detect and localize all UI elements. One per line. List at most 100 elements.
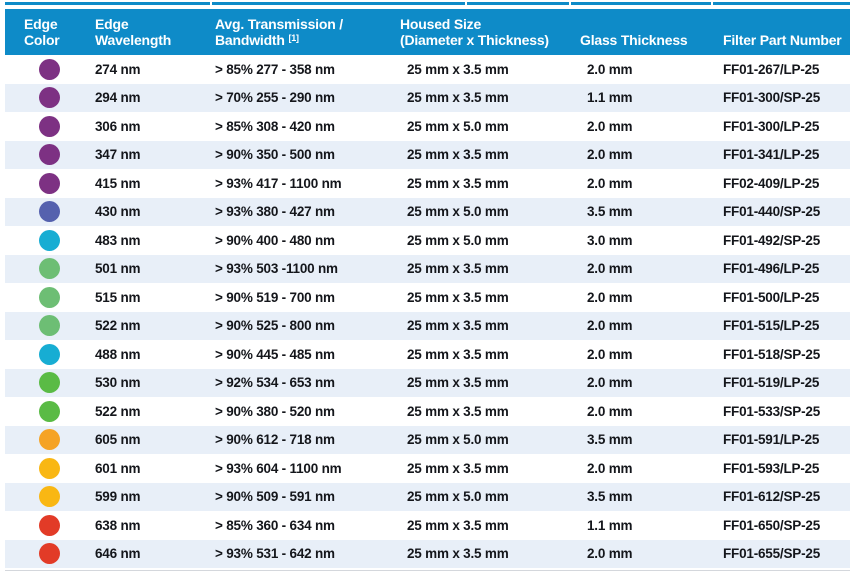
- edge-color-dot: [39, 486, 60, 508]
- housed-size-cell: 25 mm x 5.0 mm: [407, 489, 509, 505]
- housed-size-cell: 25 mm x 3.5 mm: [407, 175, 509, 191]
- filter-part-number-cell: FF01-533/SP-25: [723, 403, 820, 419]
- column-header-filter-part-number: Filter Part Number: [709, 9, 850, 55]
- edge-color-dot: [39, 400, 60, 422]
- table-row: 605 nm > 90% 612 - 718 nm 25 mm x 5.0 mm…: [5, 425, 850, 454]
- edge-color-dot: [39, 87, 60, 109]
- header-line: Edge: [95, 16, 129, 32]
- edge-color-cell: [5, 286, 83, 308]
- edge-color-cell: [5, 343, 83, 365]
- edge-color-cell: [5, 87, 83, 109]
- glass-thickness-cell: 3.5 mm: [587, 432, 633, 448]
- avg-transmission-cell: > 90% 400 - 480 nm: [215, 232, 335, 248]
- table-body: 274 nm > 85% 277 - 358 nm 25 mm x 3.5 mm…: [5, 55, 850, 568]
- glass-thickness-cell: 2.0 mm: [587, 61, 633, 77]
- edge-color-cell: [5, 457, 83, 479]
- footnote-marker: [1]: [288, 33, 299, 43]
- header-line: (Diameter x Thickness): [400, 32, 549, 48]
- table-row: 601 nm > 93% 604 - 1100 nm 25 mm x 3.5 m…: [5, 454, 850, 483]
- table-row: 599 nm > 90% 509 - 591 nm 25 mm x 5.0 mm…: [5, 482, 850, 511]
- avg-transmission-cell: > 90% 350 - 500 nm: [215, 147, 335, 163]
- glass-thickness-cell: 2.0 mm: [587, 346, 633, 362]
- edge-color-dot: [39, 286, 60, 308]
- header-line: Color: [24, 32, 60, 48]
- table-header: Edge Color Edge Wavelength Avg. Transmis…: [5, 9, 850, 55]
- avg-transmission-cell: > 93% 531 - 642 nm: [215, 546, 335, 562]
- edge-color-dot: [39, 144, 60, 166]
- filter-part-number-cell: FF01-300/LP-25: [723, 118, 820, 134]
- edge-wavelength-cell: 646 nm: [95, 546, 141, 562]
- avg-transmission-cell: > 90% 509 - 591 nm: [215, 489, 335, 505]
- edge-color-dot: [39, 258, 60, 280]
- divider-segment: [5, 2, 210, 5]
- filter-part-number-cell: FF01-492/SP-25: [723, 232, 820, 248]
- avg-transmission-cell: > 85% 360 - 634 nm: [215, 517, 335, 533]
- avg-transmission-cell: > 90% 380 - 520 nm: [215, 403, 335, 419]
- glass-thickness-cell: 2.0 mm: [587, 118, 633, 134]
- header-line: Avg. Transmission /: [215, 16, 343, 32]
- filter-part-number-cell: FF01-518/SP-25: [723, 346, 820, 362]
- filter-part-number-cell: FF01-519/LP-25: [723, 375, 820, 391]
- glass-thickness-cell: 2.0 mm: [587, 147, 633, 163]
- table-row: 488 nm > 90% 445 - 485 nm 25 mm x 3.5 mm…: [5, 340, 850, 369]
- column-header-housed-size: Housed Size (Diameter x Thickness): [389, 9, 569, 55]
- edge-color-cell: [5, 258, 83, 280]
- edge-wavelength-cell: 522 nm: [95, 318, 141, 334]
- avg-transmission-cell: > 90% 445 - 485 nm: [215, 346, 335, 362]
- edge-color-dot: [39, 343, 60, 365]
- bottom-divider-line: [5, 570, 850, 571]
- edge-color-dot: [39, 543, 60, 565]
- housed-size-cell: 25 mm x 3.5 mm: [407, 261, 509, 277]
- avg-transmission-cell: > 90% 612 - 718 nm: [215, 432, 335, 448]
- column-header-avg-transmission: Avg. Transmission / Bandwidth [1]: [199, 9, 389, 55]
- column-header-glass-thickness: Glass Thickness: [569, 9, 709, 55]
- edge-wavelength-cell: 530 nm: [95, 375, 141, 391]
- table-row: 430 nm > 93% 380 - 427 nm 25 mm x 5.0 mm…: [5, 197, 850, 226]
- housed-size-cell: 25 mm x 3.5 mm: [407, 403, 509, 419]
- edge-color-dot: [39, 372, 60, 394]
- table-row: 522 nm > 90% 380 - 520 nm 25 mm x 3.5 mm…: [5, 397, 850, 426]
- filter-part-number-cell: FF02-409/LP-25: [723, 175, 820, 191]
- table-row: 530 nm > 92% 534 - 653 nm 25 mm x 3.5 mm…: [5, 368, 850, 397]
- filter-part-number-cell: FF01-500/LP-25: [723, 289, 820, 305]
- glass-thickness-cell: 2.0 mm: [587, 289, 633, 305]
- filter-part-number-cell: FF01-655/SP-25: [723, 546, 820, 562]
- edge-color-cell: [5, 400, 83, 422]
- edge-color-dot: [39, 201, 60, 223]
- avg-transmission-cell: > 92% 534 - 653 nm: [215, 375, 335, 391]
- housed-size-cell: 25 mm x 5.0 mm: [407, 232, 509, 248]
- edge-color-dot: [39, 429, 60, 451]
- top-divider-line: [5, 2, 850, 5]
- divider-segment: [571, 2, 711, 5]
- edge-color-cell: [5, 514, 83, 536]
- edge-color-cell: [5, 429, 83, 451]
- column-header-edge-color: Edge Color: [5, 9, 83, 55]
- avg-transmission-cell: > 93% 604 - 1100 nm: [215, 460, 342, 476]
- header-line: Filter Part Number: [723, 32, 842, 48]
- avg-transmission-cell: > 93% 417 - 1100 nm: [215, 175, 342, 191]
- glass-thickness-cell: 2.0 mm: [587, 375, 633, 391]
- filter-part-number-cell: FF01-650/SP-25: [723, 517, 820, 533]
- edge-color-cell: [5, 486, 83, 508]
- edge-color-cell: [5, 229, 83, 251]
- glass-thickness-cell: 2.0 mm: [587, 460, 633, 476]
- table-row: 483 nm > 90% 400 - 480 nm 25 mm x 5.0 mm…: [5, 226, 850, 255]
- glass-thickness-cell: 1.1 mm: [587, 90, 633, 106]
- header-line: Housed Size: [400, 16, 482, 32]
- filter-part-number-cell: FF01-496/LP-25: [723, 261, 820, 277]
- edge-wavelength-cell: 515 nm: [95, 289, 141, 305]
- edge-color-dot: [39, 172, 60, 194]
- edge-color-cell: [5, 315, 83, 337]
- housed-size-cell: 25 mm x 3.5 mm: [407, 318, 509, 334]
- filter-part-number-cell: FF01-267/LP-25: [723, 61, 820, 77]
- avg-transmission-cell: > 85% 277 - 358 nm: [215, 61, 335, 77]
- edge-color-dot: [39, 514, 60, 536]
- table-row: 415 nm > 93% 417 - 1100 nm 25 mm x 3.5 m…: [5, 169, 850, 198]
- edge-wavelength-cell: 638 nm: [95, 517, 141, 533]
- table-row: 294 nm > 70% 255 - 290 nm 25 mm x 3.5 mm…: [5, 83, 850, 112]
- filter-part-number-cell: FF01-593/LP-25: [723, 460, 820, 476]
- housed-size-cell: 25 mm x 5.0 mm: [407, 118, 509, 134]
- avg-transmission-cell: > 70% 255 - 290 nm: [215, 90, 335, 106]
- table-row: 522 nm > 90% 525 - 800 nm 25 mm x 3.5 mm…: [5, 311, 850, 340]
- glass-thickness-cell: 2.0 mm: [587, 175, 633, 191]
